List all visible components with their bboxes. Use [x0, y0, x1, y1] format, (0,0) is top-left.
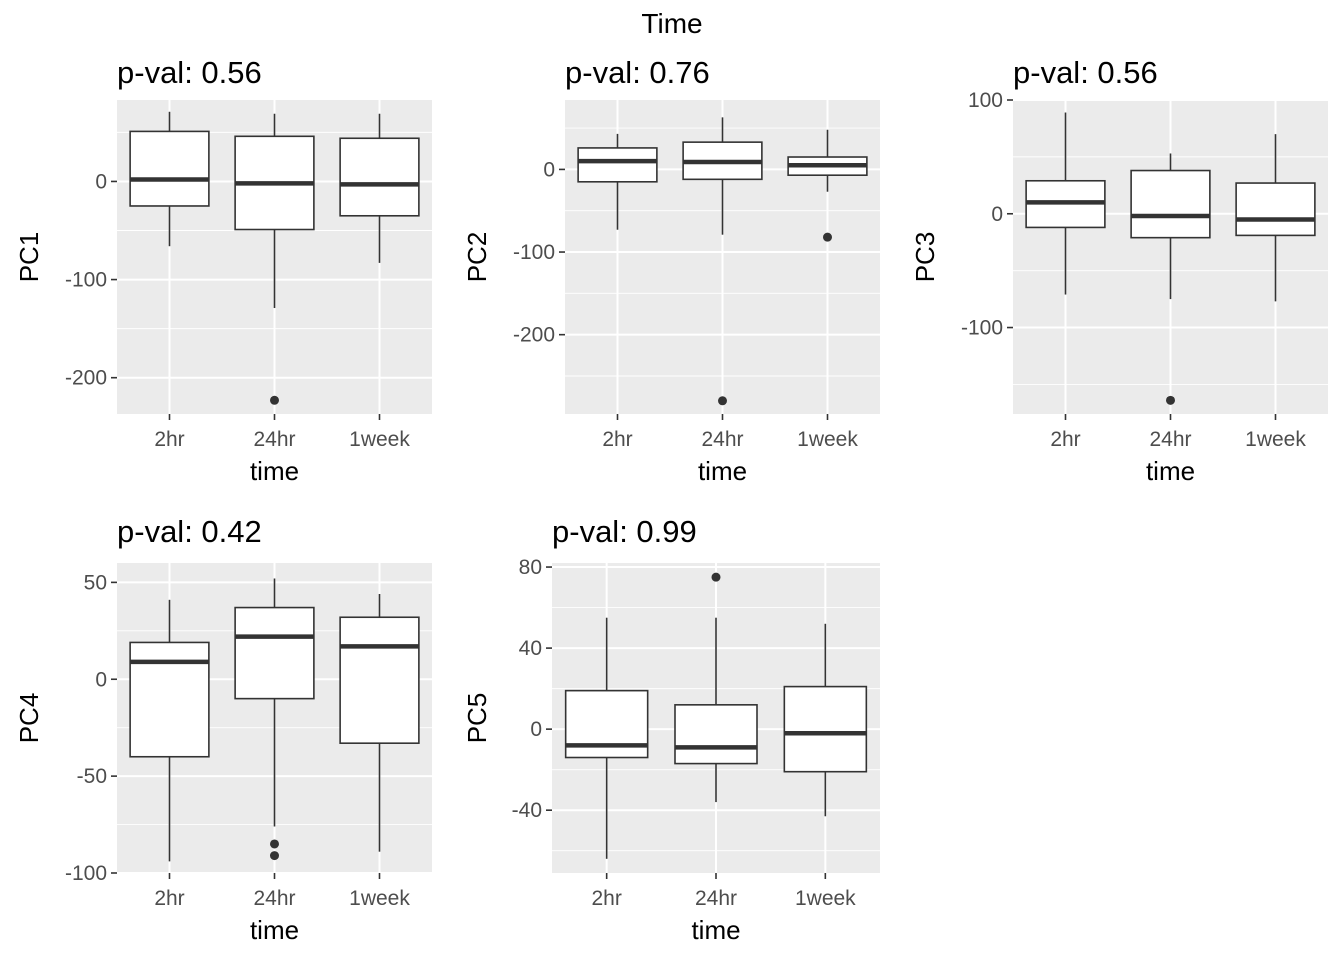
y-tick-label: -200 — [65, 367, 107, 390]
box-iqr — [1130, 169, 1211, 239]
box-2hr — [129, 599, 210, 862]
box-1week — [787, 129, 868, 242]
y-axis-title: PC5 — [462, 693, 492, 744]
box-2hr — [577, 133, 658, 230]
box-1week — [339, 594, 420, 852]
panel-pc5: -40 0 40 80 2hr 24hr 1week p-val: 0.99 time PC5 — [462, 514, 880, 945]
box-iqr — [129, 130, 210, 207]
x-tick-label: 1week — [349, 887, 410, 910]
y-tick-label: 80 — [519, 556, 542, 579]
outlier-point — [270, 839, 279, 849]
box-iqr — [234, 606, 315, 700]
x-axis-title: time — [1146, 456, 1195, 486]
box-24hr — [234, 113, 315, 405]
x-tick-label: 2hr — [591, 887, 621, 910]
box-iqr — [339, 137, 420, 217]
x-tick-label: 24hr — [253, 887, 295, 910]
x-tick-label: 2hr — [154, 428, 184, 451]
x-tick-label: 24hr — [253, 428, 295, 451]
box-2hr — [129, 111, 210, 247]
box-iqr — [1235, 182, 1316, 237]
x-tick-label: 1week — [795, 887, 856, 910]
box-24hr — [682, 117, 763, 406]
y-tick-label: 50 — [84, 571, 107, 594]
box-iqr — [577, 147, 658, 183]
y-axis-title: PC2 — [462, 232, 492, 283]
y-axis-title: PC4 — [14, 693, 44, 744]
outlier-point — [823, 232, 832, 242]
y-tick-label: 0 — [95, 170, 107, 193]
panel-title: p-val: 0.99 — [552, 514, 697, 549]
panel-pc2: -200 -100 0 2hr 24hr 1week p-val: 0.76 time PC2 — [462, 55, 880, 486]
y-tick-label: -100 — [65, 862, 107, 885]
y-tick-label: 100 — [968, 89, 1003, 112]
panel-pc3: -100 0 100 2hr 24hr 1week p-val: 0.56 time PC3 — [910, 55, 1328, 486]
y-tick-label: 0 — [991, 203, 1003, 226]
y-tick-label: -100 — [513, 241, 555, 264]
panel-title: p-val: 0.56 — [1013, 55, 1158, 90]
panel-title: p-val: 0.76 — [565, 55, 710, 90]
x-tick-label: 1week — [1245, 428, 1306, 451]
x-tick-label: 2hr — [1050, 428, 1080, 451]
x-tick-label: 24hr — [701, 428, 743, 451]
panel-title: p-val: 0.42 — [117, 514, 262, 549]
y-tick-label: -40 — [512, 799, 542, 822]
panel-title: p-val: 0.56 — [117, 55, 262, 90]
x-axis-title: time — [250, 456, 299, 486]
box-1week — [783, 623, 868, 817]
outlier-point — [718, 396, 727, 406]
box-24hr — [674, 572, 758, 803]
box-iqr — [783, 685, 868, 773]
outlier-point — [711, 572, 721, 582]
y-axis-title: PC3 — [910, 232, 940, 283]
outlier-point — [270, 851, 279, 861]
x-tick-label: 1week — [797, 428, 858, 451]
box-iqr — [339, 616, 420, 744]
x-tick-label: 1week — [349, 428, 410, 451]
box-1week — [1235, 134, 1316, 302]
outlier-point — [270, 395, 279, 405]
box-2hr — [564, 617, 649, 859]
figure-title: Time — [641, 8, 702, 39]
box-2hr — [1025, 112, 1106, 295]
x-tick-label: 2hr — [154, 887, 184, 910]
box-24hr — [1130, 153, 1211, 405]
y-axis-title: PC1 — [14, 232, 44, 283]
y-tick-label: -100 — [961, 317, 1003, 340]
y-tick-label: -50 — [77, 765, 107, 788]
x-tick-label: 2hr — [602, 428, 632, 451]
panel-pc4: -100 -50 0 50 2hr 24hr 1week p-val: 0.42 time PC4 — [14, 514, 432, 945]
y-tick-label: -200 — [513, 324, 555, 347]
x-tick-label: 24hr — [1149, 428, 1191, 451]
y-tick-label: 0 — [95, 668, 107, 691]
box-1week — [339, 113, 420, 263]
x-tick-label: 24hr — [695, 887, 737, 910]
panel-pc1: -200 -100 0 2hr 24hr 1week p-val: 0.56 time PC1 — [14, 55, 432, 486]
box-24hr — [234, 578, 315, 861]
y-tick-label: 40 — [519, 637, 542, 660]
x-axis-title: time — [250, 915, 299, 945]
x-axis-title: time — [691, 915, 740, 945]
x-axis-title: time — [698, 456, 747, 486]
y-tick-label: 0 — [530, 718, 542, 741]
y-tick-label: -100 — [65, 269, 107, 292]
box-iqr — [674, 704, 758, 765]
outlier-point — [1166, 395, 1175, 405]
y-tick-label: 0 — [543, 158, 555, 181]
